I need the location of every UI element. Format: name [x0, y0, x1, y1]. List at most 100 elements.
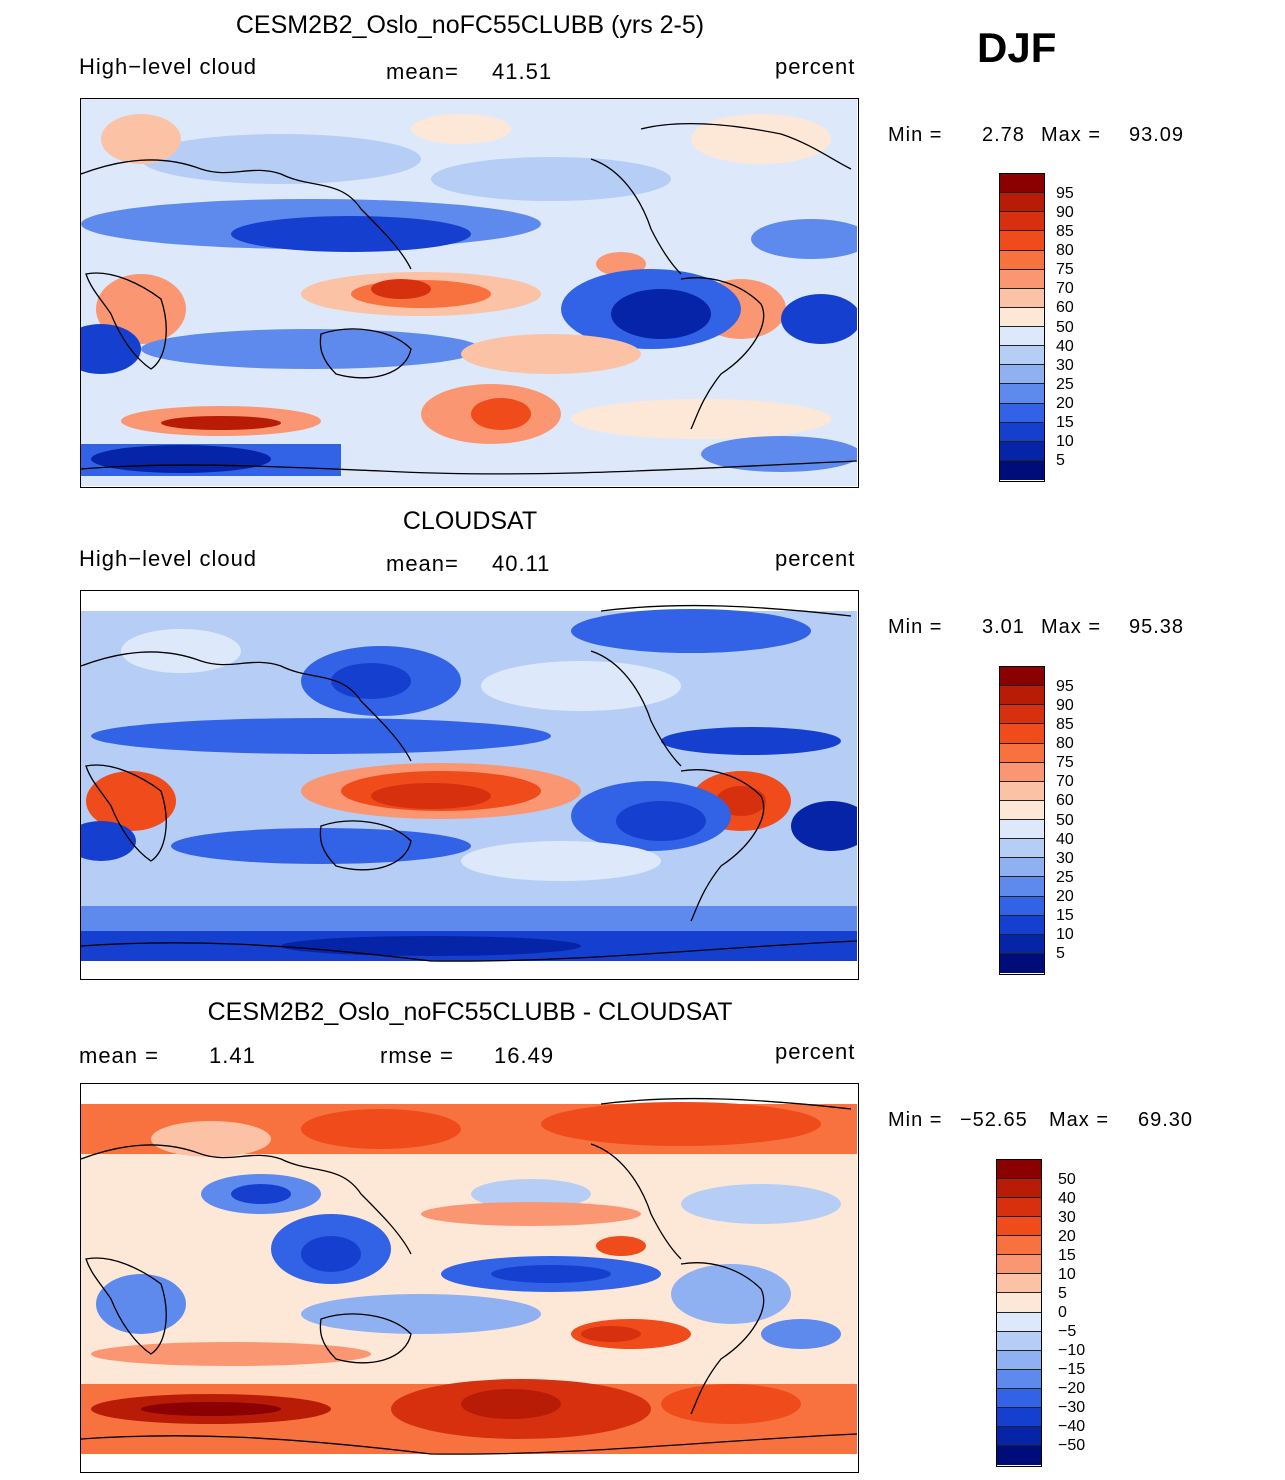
colorbar-level-label: 10	[1056, 926, 1074, 944]
colorbar-swatch	[997, 1426, 1041, 1446]
colorbar-level-label: 75	[1056, 261, 1074, 279]
panel3-mean-label: mean =	[79, 1043, 159, 1068]
colorbar-level-label: 15	[1058, 1246, 1076, 1264]
colorbar-level-label: 40	[1056, 337, 1074, 355]
colorbar-level-label: 0	[1058, 1304, 1067, 1321]
colorbar-level-label: −20	[1058, 1380, 1086, 1398]
panel2-map	[80, 590, 859, 980]
colorbar-swatch	[1000, 667, 1044, 687]
panel1-max-label: Max =	[1041, 124, 1102, 146]
panel3-min-value: −52.65	[960, 1109, 1028, 1131]
colorbar-level-label: −15	[1058, 1361, 1086, 1379]
colorbar-swatch	[1000, 858, 1044, 878]
colorbar-level-label: 60	[1056, 299, 1074, 317]
panel3-max-value: 69.30	[1138, 1109, 1194, 1131]
colorbar-level-label: 60	[1056, 792, 1074, 810]
colorbar-swatch	[1000, 743, 1044, 763]
colorbar-swatch	[1000, 174, 1044, 194]
panel2-variable-label: High−level cloud	[79, 546, 258, 571]
colorbar-level-label: 95	[1056, 184, 1074, 202]
colorbar-level-label: 20	[1058, 1227, 1076, 1245]
colorbar-swatch	[1000, 422, 1044, 442]
colorbar-level-label: 30	[1056, 356, 1074, 374]
colorbar-swatch	[1000, 896, 1044, 916]
colorbar-level-label: 40	[1056, 830, 1074, 848]
panel2-min-value: 3.01	[982, 616, 1025, 638]
colorbar-swatch	[1000, 800, 1044, 820]
colorbar-swatch	[1000, 327, 1044, 347]
colorbar-swatch	[1000, 877, 1044, 897]
panel3-max-label: Max =	[1049, 1109, 1110, 1131]
panel3-rmse-value: 16.49	[494, 1043, 555, 1068]
panel2-mean-label: mean=	[386, 551, 459, 576]
colorbar-level-label: 90	[1056, 696, 1074, 714]
colorbar-swatch	[1000, 934, 1044, 954]
colorbar-swatch	[997, 1217, 1041, 1237]
colorbar-level-label: 30	[1058, 1208, 1076, 1226]
colorbar-swatch	[997, 1179, 1041, 1199]
colorbar-swatch	[1000, 307, 1044, 327]
colorbar-level-label: 5	[1056, 452, 1065, 470]
panel2-colorbar	[999, 666, 1045, 975]
colorbar-swatch	[997, 1255, 1041, 1275]
colorbar-level-label: 85	[1056, 715, 1074, 733]
colorbar-level-label: 95	[1056, 677, 1074, 695]
colorbar-swatch	[1000, 365, 1044, 385]
panel3-colorbar	[996, 1159, 1042, 1467]
panel1-colorbar	[999, 173, 1045, 482]
panel1-variable-label: High−level cloud	[79, 54, 258, 79]
colorbar-level-label: −10	[1058, 1342, 1086, 1360]
colorbar-swatch	[997, 1407, 1041, 1427]
colorbar-level-label: 90	[1056, 203, 1074, 221]
colorbar-swatch	[997, 1445, 1041, 1465]
colorbar-swatch	[997, 1274, 1041, 1294]
colorbar-swatch	[1000, 231, 1044, 251]
colorbar-level-label: 70	[1056, 280, 1074, 298]
colorbar-swatch	[1000, 724, 1044, 744]
panel3-units: percent	[775, 1039, 856, 1064]
colorbar-level-label: 75	[1056, 754, 1074, 772]
panel3-min-label: Min =	[888, 1109, 943, 1131]
colorbar-level-label: 10	[1056, 433, 1074, 451]
colorbar-swatch	[997, 1312, 1041, 1332]
colorbar-level-label: 5	[1058, 1284, 1067, 1302]
colorbar-swatch	[1000, 193, 1044, 213]
colorbar-level-label: 25	[1056, 868, 1074, 886]
panel3-rmse-label: rmse =	[380, 1043, 454, 1068]
colorbar-level-label: 30	[1056, 849, 1074, 867]
colorbar-swatch	[1000, 953, 1044, 973]
colorbar-swatch	[1000, 441, 1044, 461]
colorbar-swatch	[1000, 705, 1044, 725]
colorbar-swatch	[997, 1160, 1041, 1180]
colorbar-level-label: 40	[1058, 1189, 1076, 1207]
colorbar-level-label: 15	[1056, 414, 1074, 432]
colorbar-level-label: 25	[1056, 375, 1074, 393]
colorbar-level-label: 20	[1056, 395, 1074, 412]
panel2-min-label: Min =	[888, 616, 943, 638]
panel1-units: percent	[775, 54, 856, 79]
colorbar-level-label: 15	[1056, 907, 1074, 925]
panel3-title: CESM2B2_Oslo_noFC55CLUBB - CLOUDSAT	[207, 998, 733, 1026]
panel2-units: percent	[775, 546, 856, 571]
panel2-max-value: 95.38	[1129, 616, 1185, 638]
colorbar-swatch	[1000, 820, 1044, 840]
colorbar-swatch	[1000, 839, 1044, 859]
colorbar-swatch	[1000, 781, 1044, 801]
colorbar-level-label: −5	[1058, 1323, 1077, 1341]
panel2-title: CLOUDSAT	[402, 507, 538, 535]
colorbar-swatch	[1000, 686, 1044, 706]
colorbar-swatch	[1000, 346, 1044, 366]
colorbar-swatch	[1000, 250, 1044, 270]
colorbar-level-label: 70	[1056, 773, 1074, 791]
colorbar-level-label: 50	[1056, 318, 1074, 336]
colorbar-swatch	[997, 1293, 1041, 1313]
colorbar-level-label: 10	[1058, 1265, 1076, 1283]
season-label: DJF	[977, 24, 1057, 71]
colorbar-swatch	[1000, 460, 1044, 480]
colorbar-swatch	[1000, 384, 1044, 404]
panel1-max-value: 93.09	[1129, 124, 1185, 146]
colorbar-level-label: 50	[1058, 1170, 1076, 1188]
colorbar-level-label: 5	[1056, 945, 1065, 963]
panel3-map	[80, 1083, 859, 1473]
panel1-min-value: 2.78	[982, 124, 1025, 146]
